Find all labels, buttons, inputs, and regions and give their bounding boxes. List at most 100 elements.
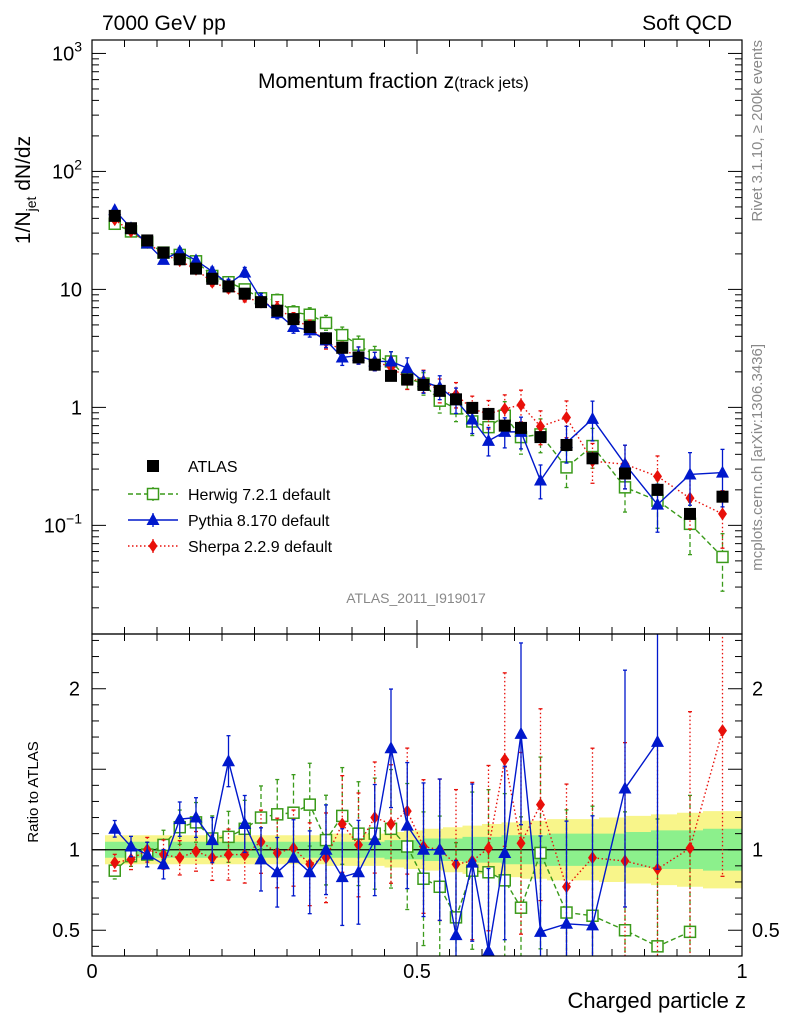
ratio-y-tick-label-right: 2 [752, 679, 763, 701]
data-point [222, 280, 235, 293]
data-point [482, 407, 495, 420]
x-tick-label: 1 [736, 961, 747, 983]
ratio-point [618, 781, 632, 794]
data-point [417, 378, 430, 391]
ratio-point [224, 848, 233, 862]
data-point [141, 234, 154, 247]
legend-label: ATLAS [188, 459, 238, 476]
data-point [586, 452, 599, 465]
ratio-point [254, 811, 268, 824]
data-point [586, 411, 599, 424]
y-tick-label: 10 [60, 279, 82, 301]
main-plot-series [108, 203, 729, 592]
legend-marker [146, 487, 160, 501]
uncertainty-band [92, 811, 742, 889]
ratio-point [618, 923, 632, 937]
y-tick-label: 102 [52, 156, 82, 183]
ratio-point [287, 850, 300, 863]
ratio-point [514, 901, 528, 914]
ratio-point [386, 817, 396, 831]
ratio-point [175, 851, 185, 865]
legend-entry: Sherpa 2.2.9 default [128, 539, 333, 556]
y-tick-label: 103 [52, 38, 82, 65]
data-point [125, 222, 137, 235]
ratio-point [254, 852, 268, 865]
data-point [320, 332, 332, 345]
ratio-series-line [114, 803, 691, 948]
data-point [683, 467, 697, 480]
plot-title-main: Momentum fraction [258, 70, 444, 93]
data-point [287, 313, 300, 326]
legend-marker [147, 460, 159, 472]
data-point [498, 419, 511, 432]
data-point [684, 507, 696, 520]
ratio-point [303, 798, 316, 811]
data-point [385, 369, 397, 382]
data-point [534, 473, 547, 486]
ratio-point [498, 845, 512, 858]
ratio-point [536, 798, 545, 812]
data-point [653, 469, 662, 483]
legend-entry: Pythia 8.170 default [128, 513, 330, 530]
ratio-y-tick-label-right: 1 [752, 840, 763, 862]
ratio-point [514, 726, 528, 739]
ratio-point [108, 821, 122, 834]
rivet-label: Rivet 3.1.10, ≥ 200k events [749, 40, 766, 222]
data-point [482, 433, 495, 446]
ratio-point [110, 856, 120, 870]
ratio-plot-frame [91, 633, 743, 957]
data-point [466, 401, 479, 414]
ratio-point [449, 928, 463, 941]
ratio-series-pythia [108, 634, 664, 956]
x-axis-title: Charged particle z [567, 988, 746, 1013]
data-point [619, 467, 631, 480]
ratio-point [500, 753, 510, 767]
data-point [433, 384, 446, 397]
data-point [368, 358, 381, 371]
header-right: Soft QCD [642, 12, 732, 35]
series-pythia [108, 203, 729, 533]
ratio-y-axis-title: Ratio to ATLAS [25, 741, 42, 842]
legend-entry: ATLAS [147, 459, 238, 476]
series-herwig [108, 217, 729, 592]
ratio-point [433, 842, 447, 855]
data-point [335, 350, 349, 363]
ratio-point [651, 734, 664, 747]
mcplots-label: mcplots.cern.ch [arXiv:1306.3436] [749, 344, 766, 571]
ratio-point [368, 833, 382, 846]
data-point [618, 457, 632, 470]
ratio-point [126, 852, 136, 866]
plot-title: Momentum fraction z(track jets) [258, 70, 529, 93]
data-point [303, 308, 316, 321]
y-tick-label: 10−1 [44, 510, 82, 537]
data-point [238, 287, 251, 300]
data-point [157, 246, 170, 259]
data-point [336, 328, 349, 342]
ratio-point [484, 841, 493, 855]
ratio-point [319, 842, 333, 855]
ratio-point [271, 808, 284, 821]
data-point [303, 321, 316, 334]
ratio-plot-series [108, 634, 727, 956]
ratio-point [124, 839, 138, 852]
ratio-point [400, 818, 414, 831]
ratio-point [140, 847, 154, 860]
legend-label: Pythia 8.170 default [188, 513, 330, 530]
data-point [560, 438, 573, 451]
ratio-point [482, 944, 495, 956]
legend-entry: Herwig 7.2.1 default [128, 487, 331, 504]
ratio-point [270, 865, 284, 878]
ratio-point [173, 812, 187, 825]
data-point [516, 398, 526, 412]
data-point [534, 431, 547, 444]
data-point [352, 351, 365, 364]
ratio-point [534, 924, 547, 937]
data-point [500, 402, 510, 416]
legend-label: Sherpa 2.2.9 default [188, 539, 333, 556]
data-point [287, 320, 300, 333]
data-point [651, 483, 664, 496]
data-point [255, 296, 267, 309]
ratio-point [465, 855, 479, 868]
ratio-point [222, 754, 235, 767]
